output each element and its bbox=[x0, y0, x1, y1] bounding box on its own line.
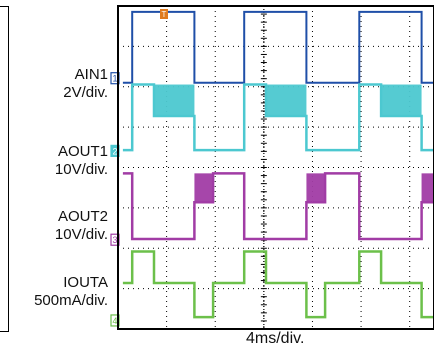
x-axis-label: 4ms/div. bbox=[246, 330, 305, 347]
iouta-name: IOUTA bbox=[63, 274, 108, 291]
channel-marker-label-aout1: 2 bbox=[112, 146, 117, 156]
channel-marker-label-iouta: 4 bbox=[112, 316, 117, 326]
ain1-scale: 2V/div. bbox=[63, 84, 108, 101]
grid bbox=[118, 5, 434, 330]
channel-markers: 1 2 3 4 T bbox=[110, 9, 168, 327]
adjacent-plot-edge bbox=[0, 6, 9, 332]
plot-frame bbox=[117, 5, 434, 330]
label-aout1: AOUT1 10V/div. bbox=[8, 143, 108, 179]
trace-ain1 bbox=[122, 10, 434, 84]
trigger-marker-label: T bbox=[162, 10, 167, 19]
trace-aout2 bbox=[122, 172, 434, 241]
ain1-name: AIN1 bbox=[74, 66, 108, 83]
trigger-marker bbox=[160, 9, 168, 19]
pwm-band-aout2 bbox=[306, 173, 326, 203]
pwm-band-aout1 bbox=[381, 84, 422, 117]
pwm-band-aout1 bbox=[265, 84, 307, 117]
channel-marker-label-ain1: 1 bbox=[112, 74, 117, 84]
trace-iouta bbox=[122, 250, 434, 319]
aout1-scale: 10V/div. bbox=[54, 161, 108, 178]
pwm-band-aout1 bbox=[153, 84, 195, 117]
iouta-scale: 500mA/div. bbox=[34, 292, 108, 309]
pwm-band-aout2 bbox=[194, 173, 214, 203]
label-aout2: AOUT2 10V/div. bbox=[8, 208, 108, 244]
aout1-name: AOUT1 bbox=[57, 143, 108, 160]
aout2-name: AOUT2 bbox=[57, 208, 108, 225]
label-iouta: IOUTA 500mA/div. bbox=[0, 274, 108, 310]
aout2-scale: 10V/div. bbox=[54, 226, 108, 243]
channel-marker-label-aout2: 3 bbox=[112, 235, 117, 245]
label-ain1: AIN1 2V/div. bbox=[8, 66, 108, 102]
pwm-band-aout2 bbox=[421, 173, 434, 203]
traces bbox=[122, 10, 434, 319]
